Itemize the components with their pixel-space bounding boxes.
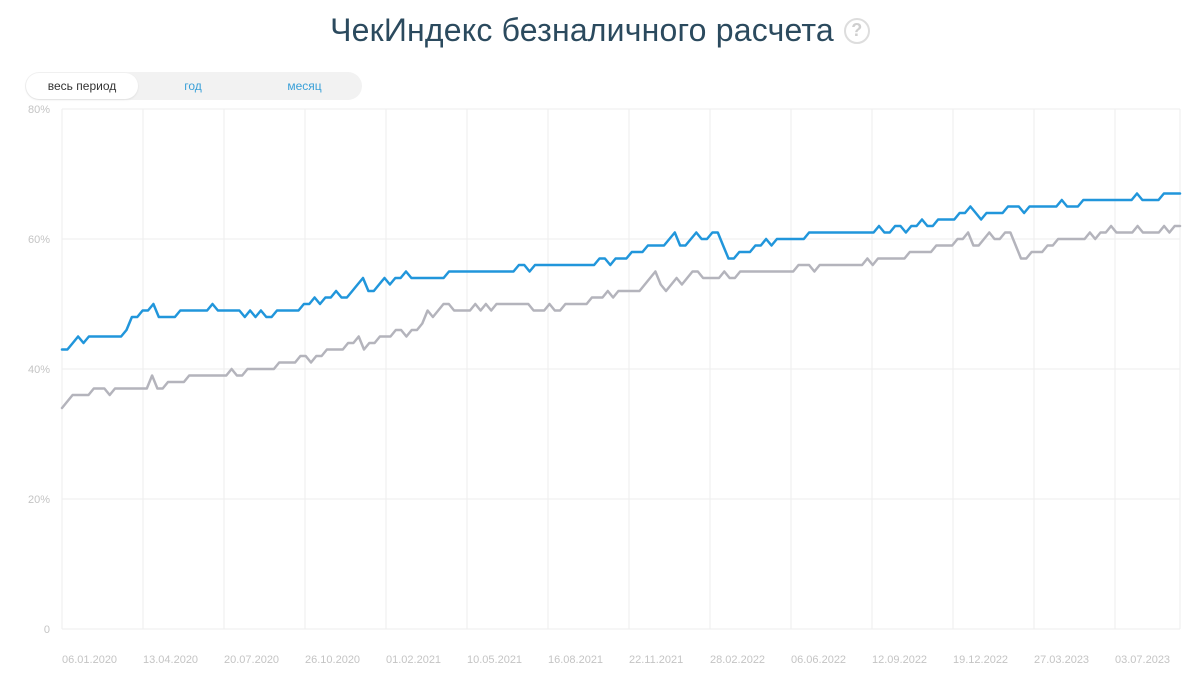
y-tick-label: 80%: [28, 104, 50, 116]
x-tick-label: 10.05.2021: [467, 654, 522, 666]
period-month-button[interactable]: месяц: [287, 79, 322, 93]
period-all-button[interactable]: весь период: [26, 73, 138, 99]
x-tick-label: 01.02.2021: [386, 654, 441, 666]
y-tick-label: 0: [44, 624, 50, 636]
x-tick-label: 06.01.2020: [62, 654, 117, 666]
x-tick-label: 06.06.2022: [791, 654, 846, 666]
x-tick-label: 27.03.2023: [1034, 654, 1089, 666]
x-tick-label: 03.07.2023: [1115, 654, 1170, 666]
x-tick-label: 22.11.2021: [629, 654, 683, 666]
x-tick-label: 20.07.2020: [224, 654, 279, 666]
chart-title: ЧекИндекс безналичного расчета: [330, 12, 834, 48]
x-tick-label: 19.12.2022: [953, 654, 1008, 666]
x-tick-label: 26.10.2020: [305, 654, 360, 666]
y-tick-label: 40%: [28, 364, 50, 376]
x-tick-label: 16.08.2021: [548, 654, 603, 666]
y-tick-label: 60%: [28, 234, 50, 246]
x-tick-label: 13.04.2020: [143, 654, 198, 666]
series-line-2: [60, 224, 1182, 410]
x-tick-label: 12.09.2022: [872, 654, 927, 666]
chart-title-row: ЧекИндекс безналичного расчета ?: [330, 12, 870, 49]
title-wrap: ЧекИндекс безналичного расчета ?: [0, 12, 1200, 49]
series-line-1: [60, 192, 1182, 351]
period-year-button[interactable]: год: [184, 79, 202, 93]
question-circle-icon[interactable]: ?: [843, 17, 870, 44]
y-tick-label: 20%: [28, 494, 50, 506]
period-switch: весь период год месяц: [25, 72, 362, 100]
x-tick-label: 28.02.2022: [710, 654, 765, 666]
